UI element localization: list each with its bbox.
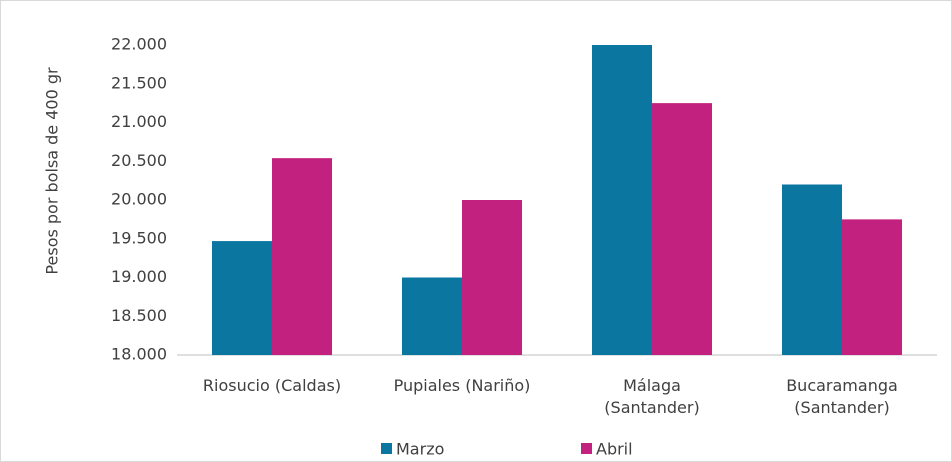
legend-swatch [381, 443, 392, 454]
y-tick-label: 20.500 [111, 151, 167, 170]
y-tick-label: 19.500 [111, 228, 167, 247]
bar [592, 45, 652, 355]
y-tick-label: 21.500 [111, 73, 167, 92]
bar [652, 103, 712, 355]
y-tick-label: 22.000 [111, 35, 167, 54]
y-tick-label: 21.000 [111, 112, 167, 131]
x-tick-label: Pupiales (Nariño) [393, 376, 531, 395]
y-tick-label: 18.500 [111, 306, 167, 325]
bar [212, 241, 272, 355]
legend-label: Marzo [396, 440, 444, 459]
bar [842, 219, 902, 355]
legend-swatch [581, 443, 592, 454]
bar [272, 158, 332, 355]
bar [402, 277, 462, 355]
bar [462, 200, 522, 355]
x-tick-label: Riosucio (Caldas) [202, 376, 342, 395]
y-tick-label: 18.000 [111, 345, 167, 364]
y-tick-label: 19.000 [111, 267, 167, 286]
y-axis-label: Pesos por bolsa de 400 gr [43, 67, 62, 275]
bar [782, 184, 842, 355]
y-tick-label: 20.000 [111, 190, 167, 209]
x-tick-label: Bucaramanga (Santander) [786, 376, 898, 417]
legend-label: Abril [596, 440, 633, 459]
x-tick-label: Málaga (Santander) [604, 376, 700, 417]
